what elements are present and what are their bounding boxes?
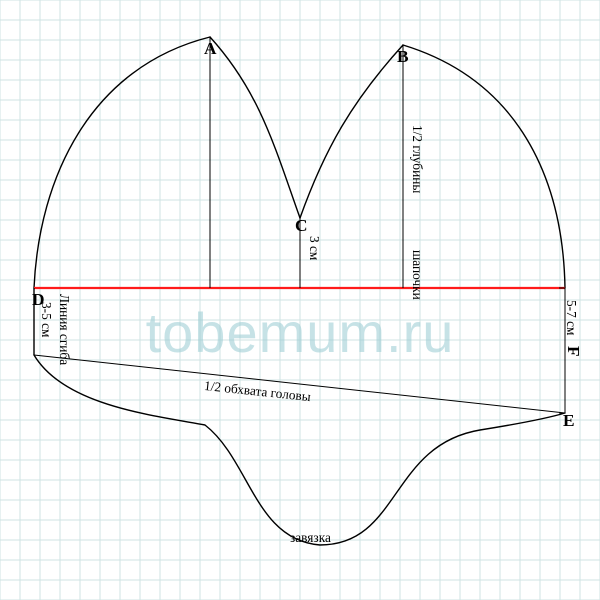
diagram-stage: tobemum.ru ABCDEF3 см1/2 глубинышапочки3… (0, 0, 600, 600)
pattern-layer (0, 0, 600, 600)
